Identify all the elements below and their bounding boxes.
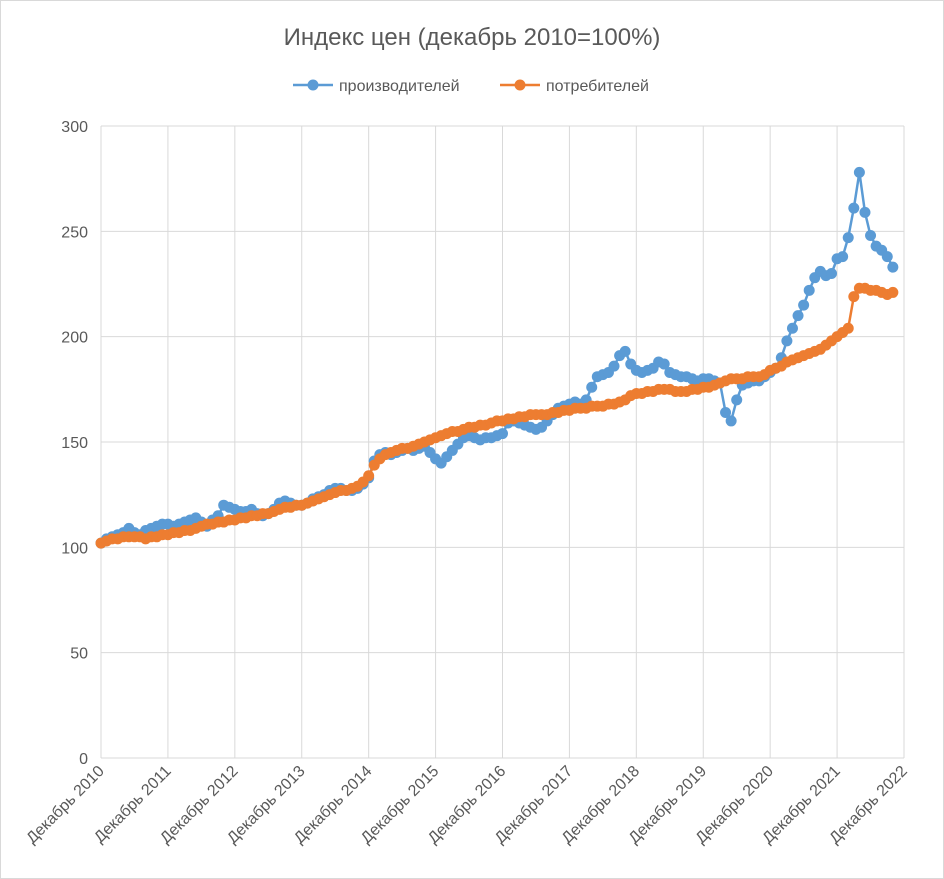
legend-label-consumers: потребителей [546,78,649,95]
series-producers [95,166,899,549]
data-point [853,166,865,178]
data-point [619,345,631,357]
data-point [781,335,793,347]
data-point [731,394,743,406]
data-point [865,230,877,242]
data-point [798,299,810,311]
data-point [826,267,838,279]
legend-item-consumers: потребителей [500,78,649,95]
y-axis: 0 50 100 150 200 250 300 [61,119,88,768]
y-tick-label: 200 [61,330,88,347]
data-point [363,470,375,482]
legend-item-producers: производителей [293,78,460,95]
data-point [842,322,854,334]
legend-marker-producers [307,79,319,91]
data-point [608,360,620,372]
y-tick-label: 150 [61,435,88,452]
legend: производителей потребителей [293,78,649,95]
y-tick-label: 0 [79,751,88,768]
legend-marker-consumers [514,79,526,91]
y-tick-label: 250 [61,224,88,241]
data-point [859,206,871,218]
data-point [887,261,899,273]
chart-title: Индекс цен (декабрь 2010=100%) [284,24,661,51]
y-tick-label: 300 [61,119,88,136]
data-point [848,291,860,303]
legend-label-producers: производителей [339,78,460,95]
data-point [720,407,732,419]
data-point [887,286,899,298]
y-tick-label: 50 [70,646,88,663]
data-point [881,251,893,263]
y-tick-label: 100 [61,540,88,557]
data-point [586,381,598,393]
data-point [792,310,804,322]
series-line [100,171,894,545]
data-point [658,358,670,370]
data-point [842,232,854,244]
gridlines [100,125,905,759]
data-point [786,322,798,334]
data-point [803,284,815,296]
series-layer [95,166,899,549]
data-point [848,202,860,214]
series-consumers [95,282,899,549]
data-point [725,415,737,427]
data-point [837,251,849,263]
data-point [497,428,508,440]
